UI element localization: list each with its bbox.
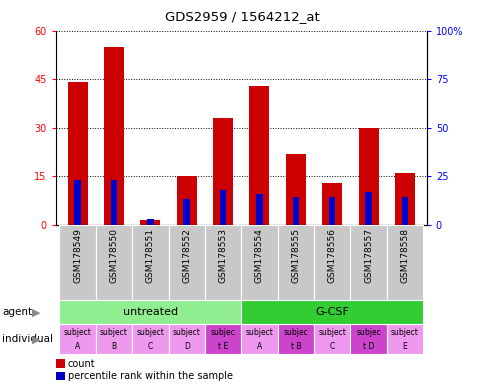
Bar bbox=[95, 225, 132, 300]
Bar bbox=[256, 194, 262, 225]
Text: A: A bbox=[75, 343, 80, 351]
Bar bbox=[219, 190, 226, 225]
Text: t D: t D bbox=[362, 343, 374, 351]
Text: subjec: subjec bbox=[355, 328, 380, 338]
Text: G-CSF: G-CSF bbox=[315, 307, 348, 318]
Bar bbox=[386, 324, 422, 354]
Text: E: E bbox=[402, 343, 407, 351]
Bar bbox=[74, 180, 81, 225]
Bar bbox=[249, 86, 269, 225]
Bar bbox=[349, 324, 386, 354]
Bar bbox=[95, 324, 132, 354]
Text: ▶: ▶ bbox=[32, 334, 41, 344]
Text: GSM178554: GSM178554 bbox=[255, 228, 263, 283]
Bar bbox=[59, 300, 241, 324]
Bar bbox=[321, 183, 342, 225]
Bar bbox=[241, 225, 277, 300]
Text: D: D bbox=[183, 343, 189, 351]
Text: GSM178557: GSM178557 bbox=[363, 228, 372, 283]
Text: subjec: subjec bbox=[283, 328, 308, 338]
Bar bbox=[67, 83, 88, 225]
Text: subject: subject bbox=[100, 328, 128, 338]
Text: t B: t B bbox=[290, 343, 301, 351]
Text: GSM178558: GSM178558 bbox=[400, 228, 408, 283]
Text: subject: subject bbox=[390, 328, 418, 338]
Text: B: B bbox=[111, 343, 116, 351]
Text: C: C bbox=[329, 343, 334, 351]
Bar bbox=[364, 192, 371, 225]
Text: untreated: untreated bbox=[122, 307, 178, 318]
Bar bbox=[183, 199, 190, 225]
Text: C: C bbox=[148, 343, 152, 351]
Bar bbox=[241, 300, 422, 324]
Text: ▶: ▶ bbox=[32, 307, 41, 317]
Bar bbox=[314, 324, 349, 354]
Bar bbox=[394, 173, 414, 225]
Bar bbox=[212, 118, 233, 225]
Bar bbox=[140, 220, 160, 225]
Bar bbox=[132, 225, 168, 300]
Text: GSM178550: GSM178550 bbox=[109, 228, 118, 283]
Bar bbox=[59, 324, 95, 354]
Text: subject: subject bbox=[318, 328, 346, 338]
Text: count: count bbox=[68, 359, 95, 369]
Bar bbox=[204, 225, 241, 300]
Text: subject: subject bbox=[63, 328, 91, 338]
Bar bbox=[104, 47, 124, 225]
Bar bbox=[285, 154, 305, 225]
Bar bbox=[168, 324, 204, 354]
Text: t E: t E bbox=[217, 343, 228, 351]
Bar bbox=[386, 225, 422, 300]
Bar bbox=[132, 324, 168, 354]
Bar bbox=[110, 180, 117, 225]
Bar bbox=[358, 128, 378, 225]
Bar bbox=[59, 225, 95, 300]
Bar bbox=[241, 324, 277, 354]
Bar bbox=[277, 324, 314, 354]
Text: percentile rank within the sample: percentile rank within the sample bbox=[68, 371, 232, 381]
Text: subject: subject bbox=[136, 328, 164, 338]
Text: subjec: subjec bbox=[210, 328, 235, 338]
Text: individual: individual bbox=[2, 334, 53, 344]
Text: GSM178551: GSM178551 bbox=[146, 228, 154, 283]
Text: GSM178553: GSM178553 bbox=[218, 228, 227, 283]
Bar bbox=[147, 219, 153, 225]
Text: GSM178552: GSM178552 bbox=[182, 228, 191, 283]
Bar bbox=[168, 225, 204, 300]
Bar bbox=[401, 197, 408, 225]
Text: GSM178555: GSM178555 bbox=[291, 228, 300, 283]
Text: subject: subject bbox=[245, 328, 273, 338]
Bar bbox=[314, 225, 349, 300]
Text: agent: agent bbox=[2, 307, 32, 317]
Bar bbox=[328, 197, 335, 225]
Bar bbox=[204, 324, 241, 354]
Text: A: A bbox=[257, 343, 261, 351]
Bar bbox=[349, 225, 386, 300]
Text: subject: subject bbox=[172, 328, 200, 338]
Bar bbox=[176, 176, 197, 225]
Bar bbox=[292, 197, 299, 225]
Text: GDS2959 / 1564212_at: GDS2959 / 1564212_at bbox=[165, 10, 319, 23]
Text: GSM178549: GSM178549 bbox=[73, 228, 82, 283]
Bar bbox=[277, 225, 314, 300]
Text: GSM178556: GSM178556 bbox=[327, 228, 336, 283]
